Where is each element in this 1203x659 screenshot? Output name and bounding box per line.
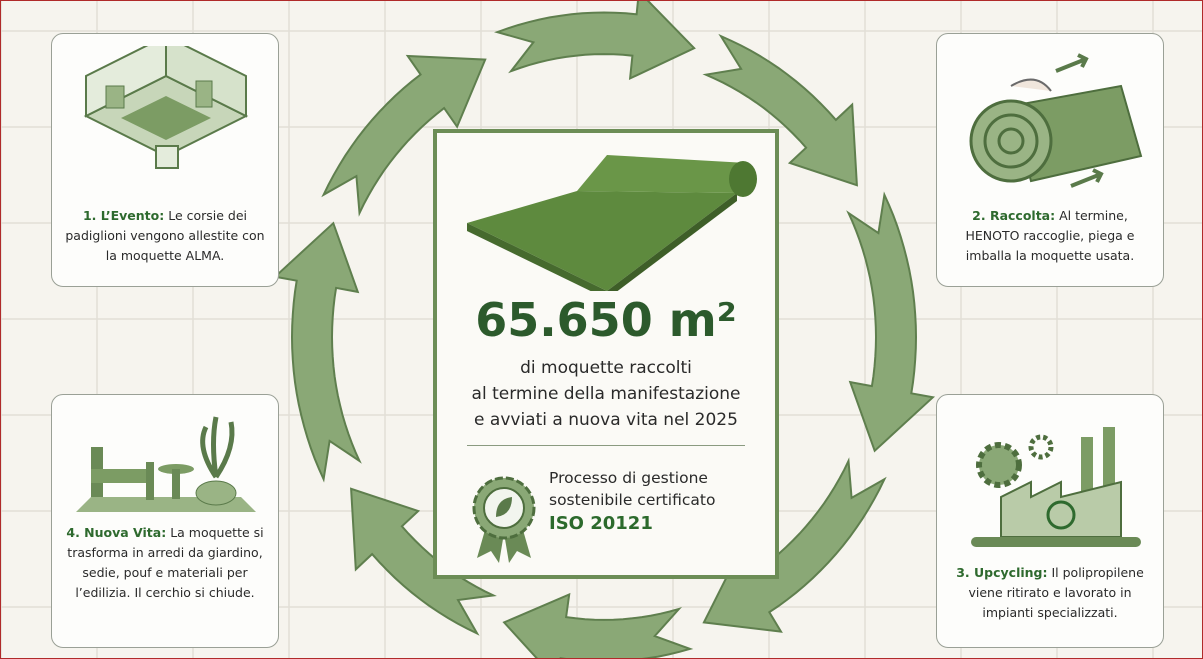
cycle-arrow (846, 191, 936, 453)
step-card: 4. Nuova Vita: La moquette si trasforma … (51, 394, 279, 648)
step-description: Le corsie dei padiglioni vengono allesti… (65, 208, 265, 263)
cycle-arrow (702, 457, 887, 633)
description-line: al termine della manifestazione (471, 384, 741, 404)
step-description: Il polipropilene viene ritirato e lavora… (968, 565, 1144, 620)
collection-icon (969, 53, 1143, 188)
step-text: 4. Nuova Vita: La moquette si trasforma … (62, 523, 268, 603)
step-text: 1. L’Evento: Le corsie dei padiglioni ve… (62, 206, 268, 266)
step-card: 1. L’Evento: Le corsie dei padiglioni ve… (51, 33, 279, 287)
description-line: di moquette raccolti (520, 358, 692, 378)
headline: 65.650 m² (475, 293, 737, 347)
standard: ISO 20121 (549, 513, 653, 534)
cycle-arrow (494, 1, 696, 81)
certification-line: sostenibile certificato (549, 491, 716, 509)
step-description: Al termine, HENOTO raccoglie, piega e im… (965, 208, 1135, 263)
step-title: 4. Nuova Vita: (66, 525, 167, 540)
step-title: 3. Upcycling: (956, 565, 1048, 580)
carpet-illustration (467, 155, 757, 291)
step-title: 1. L’Evento: (82, 208, 165, 223)
certification-line: Processo di gestione (549, 469, 708, 487)
new-life-icon (76, 416, 256, 512)
step-title: 2. Raccolta: (972, 208, 1056, 223)
step-card: 3. Upcycling: Il polipropilene viene rit… (936, 394, 1164, 648)
cycle-arrow (502, 592, 694, 658)
cycle-arrow (272, 221, 362, 483)
step-description: La moquette si trasforma in arredi da gi… (67, 525, 264, 600)
cycle-arrow (321, 54, 487, 217)
separator (467, 445, 745, 446)
step-card: 2. Raccolta: Al termine, HENOTO raccogli… (936, 33, 1164, 287)
step-text: 2. Raccolta: Al termine, HENOTO raccogli… (947, 206, 1153, 266)
description-line: e avviati a nuova vita nel 2025 (474, 410, 738, 430)
upcycling-icon (971, 427, 1141, 547)
event-icon (83, 46, 249, 169)
cycle-arrows (272, 1, 936, 658)
certification: Processo di gestione sostenibile certifi… (549, 467, 715, 511)
cycle-arrow (702, 33, 858, 187)
step-text: 3. Upcycling: Il polipropilene viene rit… (947, 563, 1153, 623)
center-panel: 65.650 m² di moquette raccolti al termin… (433, 129, 779, 579)
description: di moquette raccolti al termine della ma… (437, 355, 775, 433)
certification-badge (472, 476, 536, 563)
